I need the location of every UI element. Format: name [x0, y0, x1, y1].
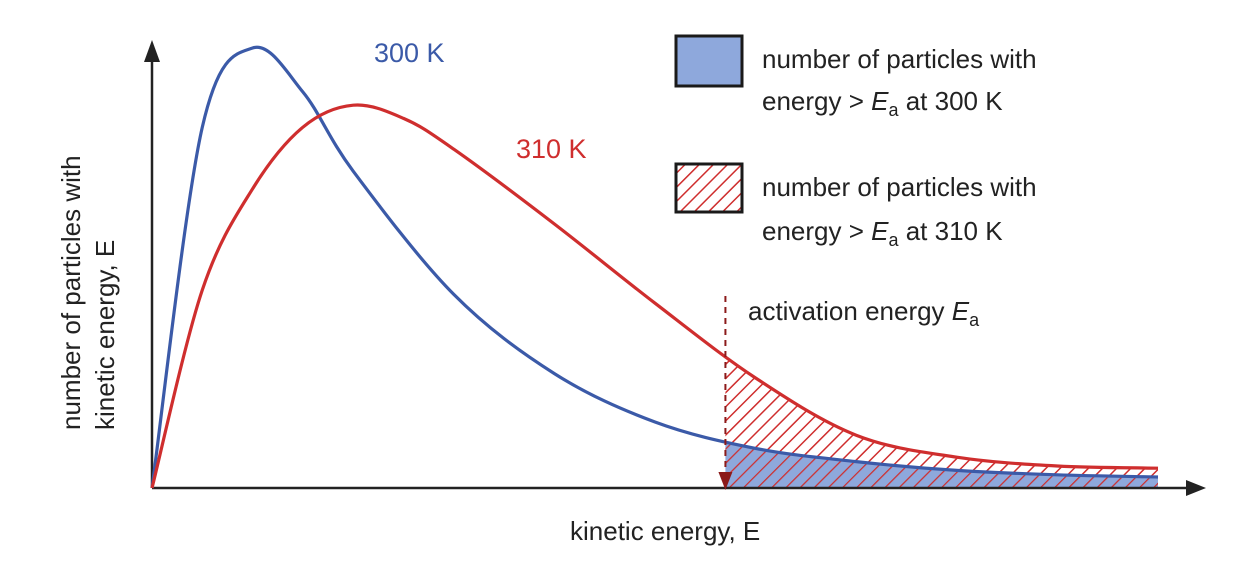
legend-entry-310k: number of particles with energy > Ea at … [674, 162, 1037, 250]
series-label-300k: 300 K [374, 38, 445, 68]
legend-310k-line1: number of particles with [762, 172, 1037, 202]
y-axis-label: number of particles with kinetic energy,… [56, 155, 120, 430]
y-axis-label-line1: number of particles with [56, 155, 86, 430]
area-above-ea-310k [725, 355, 1158, 488]
legend-swatch-red-hatch [674, 162, 744, 214]
y-axis-label-line2: kinetic energy, E [90, 240, 120, 430]
legend-entry-300k: number of particles with energy > Ea at … [674, 34, 1037, 120]
x-axis-arrowhead [1186, 480, 1206, 496]
series-line-300k [150, 45, 1159, 489]
series-label-310k: 310 K [516, 134, 587, 164]
legend-300k-line2: energy > Ea at 300 K [762, 86, 1003, 120]
x-axis-label: kinetic energy, E [570, 516, 760, 546]
activation-energy-subscript: a [969, 310, 980, 330]
activation-energy-marker: activation energy Ea [718, 296, 980, 490]
activation-energy-symbol: E [952, 296, 970, 326]
activation-energy-label-prefix: activation energy [748, 296, 952, 326]
legend-swatch-solid-blue [674, 34, 744, 88]
activation-energy-label: activation energy Ea [748, 296, 980, 330]
x-axis [152, 480, 1206, 496]
y-axis [144, 40, 160, 488]
series-line-310k [150, 103, 1159, 489]
x-axis-label-text: kinetic energy, E [570, 516, 760, 546]
activation-energy-arrowhead [718, 472, 733, 490]
legend: number of particles with energy > Ea at … [674, 34, 1037, 250]
legend-310k-line2: energy > Ea at 310 K [762, 216, 1003, 250]
y-axis-arrowhead [144, 40, 160, 62]
legend-300k-line1: number of particles with [762, 44, 1037, 74]
